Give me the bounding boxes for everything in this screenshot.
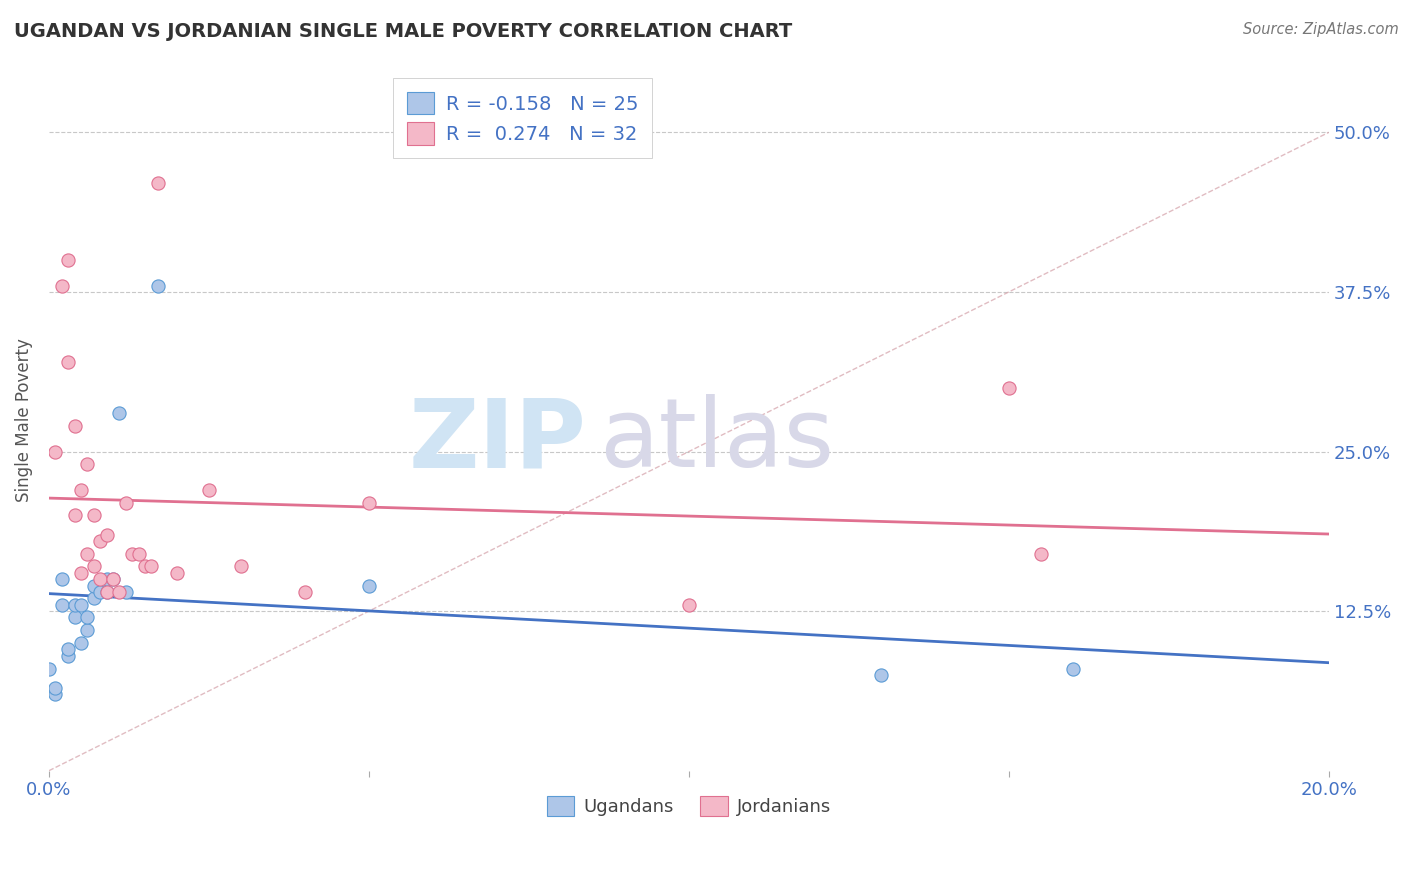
Point [998,381,1021,395]
Point [114,585,136,599]
Point [146,177,169,191]
Point [51,572,73,586]
Point [357,495,380,509]
Point [121,547,143,561]
Y-axis label: Single Male Poverty: Single Male Poverty [15,338,32,501]
Point [89,572,111,586]
Point [83,508,105,523]
Point [1029,547,1052,561]
Point [134,559,156,574]
Point [229,559,252,574]
Point [114,495,136,509]
Point [63,419,86,434]
Point [294,585,316,599]
Point [357,578,380,592]
Point [38,662,60,676]
Point [678,598,700,612]
Point [56,355,79,369]
Point [83,559,105,574]
Point [51,598,73,612]
Point [44,681,66,695]
Point [56,642,79,657]
Text: ZIP: ZIP [409,394,586,487]
Point [198,483,221,497]
Point [89,585,111,599]
Point [76,610,98,624]
Point [63,598,86,612]
Point [70,566,93,580]
Point [96,527,118,541]
Point [83,578,105,592]
Text: UGANDAN VS JORDANIAN SINGLE MALE POVERTY CORRELATION CHART: UGANDAN VS JORDANIAN SINGLE MALE POVERTY… [14,22,793,41]
Point [63,508,86,523]
Point [56,253,79,268]
Point [70,483,93,497]
Point [101,572,124,586]
Point [63,610,86,624]
Point [96,585,118,599]
Point [76,458,98,472]
Text: atlas: atlas [599,394,834,487]
Point [146,278,169,293]
Point [83,591,105,606]
Text: Source: ZipAtlas.com: Source: ZipAtlas.com [1243,22,1399,37]
Point [51,278,73,293]
Point [101,572,124,586]
Point [141,559,163,574]
Point [166,566,188,580]
Point [108,406,131,420]
Point [76,547,98,561]
Legend: Ugandans, Jordanians: Ugandans, Jordanians [538,787,839,825]
Point [1062,662,1084,676]
Point [108,585,131,599]
Point [96,572,118,586]
Point [44,444,66,458]
Point [70,636,93,650]
Point [96,585,118,599]
Point [56,648,79,663]
Point [44,687,66,701]
Point [869,668,891,682]
Point [89,533,111,548]
Point [128,547,150,561]
Point [76,624,98,638]
Point [70,598,93,612]
